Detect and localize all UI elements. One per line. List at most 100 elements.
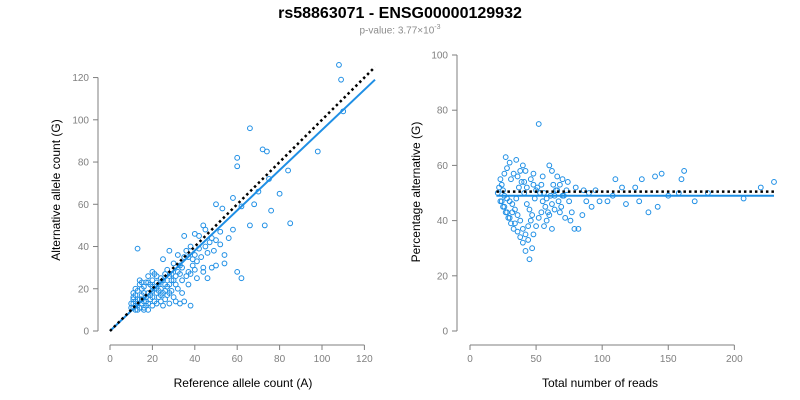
left-data-point (234, 154, 241, 161)
left-data-point (172, 281, 179, 288)
left-data-point (166, 290, 173, 296)
left-y-tick-label: 0 (83, 327, 89, 338)
left-data-point (202, 243, 209, 250)
right-data-point (596, 198, 603, 205)
right-data-point (533, 223, 539, 230)
right-x-tick-label: 50 (531, 354, 543, 365)
right-data-point (545, 209, 551, 216)
left-data-point (247, 222, 253, 229)
right-data-point (575, 225, 582, 232)
right-data-point (538, 181, 545, 188)
left-data-point (263, 148, 270, 155)
left-y-axis-label: Alternative allele count (G) (49, 119, 63, 260)
left-x-tick-label: 100 (314, 354, 331, 365)
right-data-point (535, 214, 542, 221)
left-data-point (128, 300, 135, 307)
panel-percentage-alt: Total number of reads Percentage alterna… (409, 51, 777, 390)
left-y-tick-label: 100 (72, 115, 89, 126)
left-data-point (134, 306, 141, 313)
right-y-axis-label: Percentage alternative (G) (409, 122, 423, 263)
left-data-point (230, 226, 236, 233)
left-data-point (164, 266, 171, 273)
right-x-tick-label: 100 (594, 354, 611, 365)
left-data-point (168, 277, 175, 284)
left-data-point (177, 262, 183, 269)
left-data-point (179, 277, 185, 284)
left-x-axis-label: Reference allele count (A) (174, 376, 313, 390)
left-fit-line (109, 78, 376, 332)
left-data-point (185, 254, 192, 260)
right-data-point (543, 195, 550, 202)
right-data-point (519, 239, 526, 246)
left-data-point (204, 275, 211, 282)
right-data-point (554, 173, 561, 180)
right-data-point (525, 223, 532, 230)
left-y-tick-label: 80 (78, 158, 90, 169)
right-data-point (612, 176, 619, 183)
right-data-point (632, 184, 639, 191)
left-data-point (287, 220, 294, 227)
right-data-point (534, 184, 541, 191)
right-data-point (558, 203, 565, 210)
right-data-point (556, 181, 563, 188)
right-data-point (526, 206, 533, 213)
right-y-tick-label: 60 (437, 161, 449, 172)
left-data-point (200, 268, 207, 275)
left-data-point (177, 271, 183, 277)
left-y-tick-label: 120 (72, 73, 89, 84)
right-y-tick-label: 20 (437, 271, 449, 282)
pvalue-exponent: -3 (434, 24, 441, 31)
right-data-point (588, 203, 595, 210)
right-data-point (549, 168, 555, 174)
right-data-point (496, 184, 502, 191)
right-data-point (543, 217, 550, 224)
right-data-point (638, 176, 645, 183)
right-y-tick-label: 100 (431, 51, 448, 62)
right-data-point (652, 173, 658, 180)
right-data-point (529, 245, 536, 252)
right-x-tick-label: 0 (467, 354, 473, 365)
left-data-point (138, 279, 145, 286)
left-data-point (141, 290, 147, 296)
right-data-point (514, 228, 521, 235)
right-data-point (509, 209, 516, 216)
right-data-point (523, 184, 530, 191)
right-data-point (522, 168, 529, 174)
right-data-point (691, 198, 698, 205)
right-data-point (541, 223, 547, 230)
left-data-point (276, 190, 283, 197)
right-data-point (525, 237, 532, 243)
right-data-point (527, 217, 534, 224)
right-data-point (551, 206, 558, 213)
right-data-point (571, 225, 578, 232)
right-data-point (517, 217, 524, 224)
left-data-point (179, 290, 185, 296)
right-data-point (564, 179, 571, 185)
right-data-point (771, 179, 777, 185)
right-data-point (535, 121, 542, 127)
left-data-point (213, 237, 219, 244)
left-x-tick-label: 0 (107, 354, 113, 365)
right-data-point (519, 225, 526, 232)
left-data-point (185, 281, 192, 288)
right-data-point (740, 195, 747, 202)
left-data-point (145, 306, 152, 313)
right-y-tick-label: 0 (442, 327, 448, 338)
left-data-point (187, 243, 194, 250)
right-data-point (654, 203, 661, 210)
chart-subtitle: p-value: 3.77×10-3 (0, 24, 800, 36)
right-data-point (530, 231, 537, 238)
right-x-tick-label: 150 (660, 354, 677, 365)
right-data-point (579, 212, 586, 218)
left-x-tick-label: 120 (356, 354, 373, 365)
left-data-point (166, 247, 173, 254)
left-y-tick-label: 40 (78, 242, 90, 253)
right-data-point (508, 220, 514, 227)
left-y-tick-label: 20 (78, 284, 90, 295)
left-data-point (230, 195, 236, 201)
right-data-point (658, 170, 665, 177)
left-data-point (247, 125, 253, 132)
right-data-point (508, 176, 514, 183)
left-data-point (145, 279, 152, 286)
